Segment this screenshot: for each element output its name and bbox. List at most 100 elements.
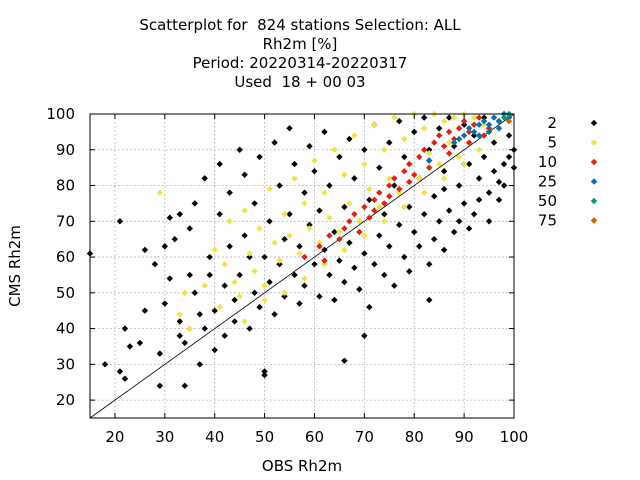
data-point [460,200,468,207]
data-point [396,117,403,125]
data-point [391,282,398,289]
data-point [221,282,228,289]
data-point [455,182,463,189]
data-point [455,218,463,225]
data-point [306,142,313,150]
data-point [331,146,338,153]
data-point [361,160,368,168]
data-point [336,257,343,264]
x-tick-label: 80 [405,428,424,446]
data-point [450,142,458,150]
data-point [426,164,433,171]
data-point [450,139,458,146]
data-point [321,128,328,136]
data-point [450,135,458,143]
data-point [346,239,353,246]
data-point [426,296,433,304]
data-point [296,243,303,250]
data-point [316,239,323,246]
data-point [341,357,348,364]
data-point [475,132,483,139]
data-point [141,246,149,254]
data-point [206,271,213,279]
data-point [401,153,408,161]
data-point [386,243,393,250]
data-point [421,146,428,153]
x-axis-label: OBS Rh2m [262,457,342,475]
data-point [161,300,169,307]
data-point [236,293,243,300]
data-point [396,189,403,196]
data-point [475,121,483,128]
x-tick-label: 20 [105,428,124,446]
data-point [101,361,109,368]
data-point [445,114,453,121]
data-point [156,350,164,357]
data-point [465,160,473,168]
data-point [485,121,493,128]
data-point [475,114,483,121]
data-point [381,200,388,207]
data-point [176,311,183,318]
data-point [301,275,308,282]
data-point [435,125,443,132]
data-point [376,164,383,171]
data-point [421,114,428,121]
data-point [465,139,473,146]
data-point [460,117,468,125]
data-point [181,339,188,347]
data-point [495,125,503,132]
data-point [301,282,308,289]
data-point [440,142,448,150]
data-point [206,253,213,261]
data-point [455,135,463,143]
data-point [475,175,483,182]
data-point [341,278,348,286]
data-point [326,214,333,221]
data-point [480,153,488,161]
data-point [440,246,448,254]
data-point [416,153,423,161]
legend-marker [590,119,598,127]
y-tick-label: 100 [46,105,75,123]
data-point [475,146,483,153]
data-point [241,207,248,214]
data-point [490,114,498,121]
x-tick-label: 40 [205,428,224,446]
data-point [406,268,413,275]
data-point [211,307,218,314]
data-point [246,253,253,261]
data-point [435,132,443,139]
data-point [396,185,403,193]
data-point [161,243,169,250]
x-tick-label: 60 [305,428,324,446]
series-75 [505,117,513,125]
data-point [440,168,448,175]
data-point [371,207,378,214]
data-point [281,289,288,297]
data-point [381,146,388,153]
data-point [500,182,508,189]
data-point [156,382,164,390]
data-point [156,189,164,196]
data-point [341,203,348,211]
legend-label: 10 [538,153,557,171]
data-point [396,221,403,229]
chart-title-line-3: Period: 20220314-20220317 [192,54,408,72]
data-point [371,261,378,268]
data-point [455,153,463,161]
data-point [505,153,513,161]
chart-title-block: Scatterplot for 824 stations Selection: … [0,16,600,92]
data-point [401,135,408,143]
data-point [346,135,353,143]
data-point [480,117,488,125]
data-point [435,218,443,225]
data-point [341,171,348,178]
data-point [371,121,378,128]
data-point [406,178,413,186]
data-point [361,232,368,239]
data-point [421,210,428,218]
data-point [201,282,208,289]
data-point [151,261,159,268]
data-point [286,232,293,239]
